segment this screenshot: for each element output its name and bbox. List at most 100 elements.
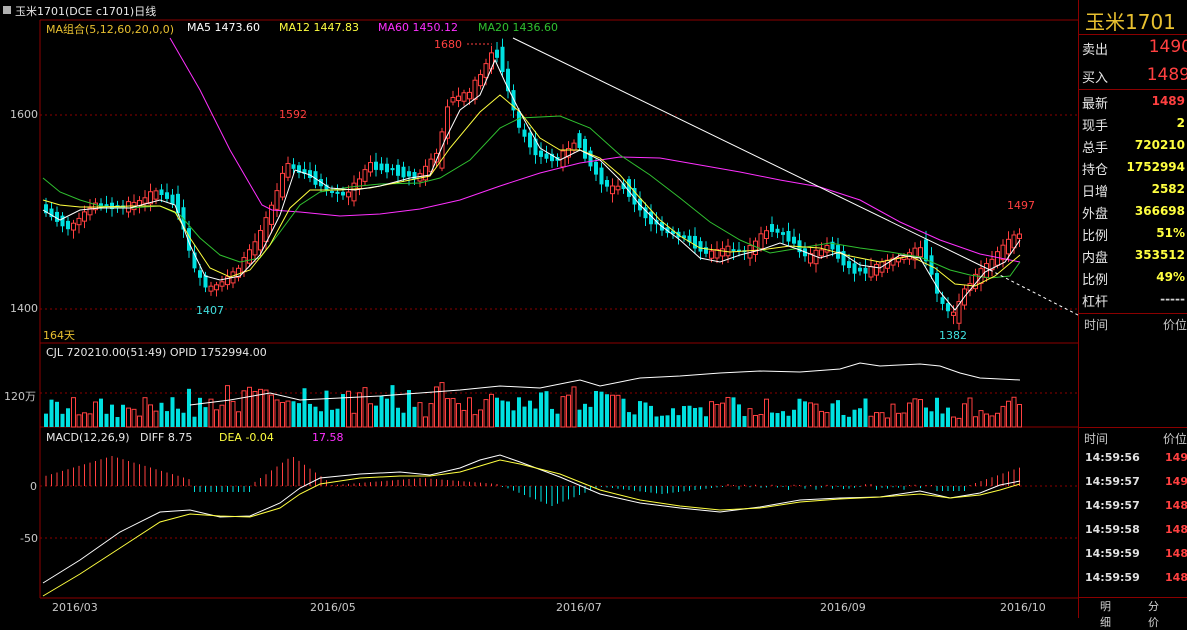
volume-bar bbox=[236, 411, 241, 428]
volume-bar bbox=[813, 403, 819, 428]
volume-bar bbox=[247, 386, 252, 428]
candle-body bbox=[434, 152, 439, 163]
candle-body bbox=[192, 252, 197, 269]
candle-body bbox=[291, 164, 296, 169]
volume-bar bbox=[978, 410, 984, 428]
macd-dea-label: DEA -0.04 bbox=[219, 431, 274, 444]
volume-bar bbox=[428, 403, 434, 428]
ma12-label: MA12 1447.83 bbox=[279, 21, 359, 34]
candle-body bbox=[341, 191, 345, 196]
volume-bar bbox=[797, 398, 802, 427]
volume-bar bbox=[362, 387, 368, 428]
candle-body bbox=[946, 303, 950, 312]
volume-bar bbox=[396, 407, 400, 427]
candle-body bbox=[583, 138, 587, 159]
quote-stat-value: ----- bbox=[1160, 292, 1185, 306]
volume-bar bbox=[417, 402, 423, 428]
volume-bar bbox=[214, 409, 219, 428]
volume-bar bbox=[901, 412, 907, 428]
quote-stat-label: 比例 bbox=[1082, 229, 1109, 244]
volume-bar bbox=[500, 400, 505, 427]
price-axis-1400: 1400 bbox=[10, 302, 38, 315]
candle-body bbox=[819, 249, 824, 257]
volume-bar bbox=[737, 404, 741, 427]
candle-body bbox=[643, 207, 648, 219]
volume-bar bbox=[401, 412, 406, 427]
volume-bar bbox=[517, 397, 521, 427]
candle-body bbox=[390, 168, 395, 171]
candle-body bbox=[385, 163, 389, 173]
tick-col-time-label: 时间 bbox=[1084, 432, 1109, 446]
volume-bar bbox=[649, 405, 653, 427]
candle-body bbox=[76, 217, 82, 226]
candle-body bbox=[737, 249, 741, 252]
volume-bar bbox=[49, 399, 54, 427]
volume-bar bbox=[621, 398, 626, 427]
volume-bar bbox=[995, 412, 1000, 428]
volume-bar bbox=[302, 388, 307, 427]
volume-bar bbox=[66, 408, 70, 427]
tick-price: 148 bbox=[1165, 547, 1187, 560]
candle-body bbox=[830, 241, 835, 250]
volume-bar bbox=[643, 402, 648, 427]
volume-bar bbox=[461, 409, 467, 428]
candle-body bbox=[297, 165, 301, 173]
volume-bar bbox=[346, 390, 351, 428]
candle-body bbox=[66, 220, 70, 230]
ma-group-label[interactable]: MA组合(5,12,60,20,0,0) bbox=[46, 23, 175, 36]
col-time-label: 时间 bbox=[1084, 318, 1109, 332]
volume-bar bbox=[654, 416, 659, 427]
tick-price: 149 bbox=[1165, 451, 1187, 464]
kline-chart-canvas[interactable] bbox=[0, 0, 1078, 618]
tick-time: 14:59:57 bbox=[1085, 499, 1140, 512]
candle-body bbox=[55, 211, 59, 222]
candle-body bbox=[153, 190, 159, 200]
candle-body bbox=[1006, 238, 1011, 255]
volume-bar bbox=[137, 415, 142, 428]
volume-bar bbox=[824, 412, 830, 428]
volume-bar bbox=[522, 406, 527, 427]
buy-row[interactable]: 买入 1489 bbox=[1079, 64, 1187, 86]
candle-body bbox=[423, 165, 428, 181]
volume-bar bbox=[731, 397, 736, 427]
price-axis-1600: 1600 bbox=[10, 108, 38, 121]
candle-body bbox=[599, 167, 604, 185]
volume-bar bbox=[412, 406, 417, 427]
candle-body bbox=[956, 301, 962, 324]
candle-body bbox=[627, 179, 631, 197]
volume-bar bbox=[374, 405, 378, 427]
quote-stat-label: 内盘 bbox=[1082, 251, 1109, 266]
volume-bar bbox=[219, 404, 225, 428]
quote-stat-row: 最新 1489 bbox=[1079, 90, 1187, 112]
candle-body bbox=[1011, 234, 1017, 249]
volume-bar bbox=[1017, 404, 1022, 428]
candle-body bbox=[285, 163, 291, 178]
sell-row[interactable]: 卖出 1490 bbox=[1079, 36, 1187, 58]
volume-bar bbox=[291, 401, 296, 427]
volume-bar bbox=[99, 398, 103, 427]
tab-detail[interactable]: 明细 bbox=[1100, 600, 1111, 629]
candle-body bbox=[176, 193, 180, 214]
volume-bar bbox=[753, 414, 758, 428]
macd-axis-zero: 0 bbox=[30, 480, 37, 493]
candle-body bbox=[489, 52, 494, 70]
quote-stat-row: 日增 2582 bbox=[1079, 178, 1187, 200]
volume-bar bbox=[511, 410, 516, 427]
candle-body bbox=[709, 250, 714, 259]
annotation-1407: 1407 bbox=[196, 304, 224, 317]
candle-body bbox=[786, 230, 791, 242]
ma5-label: MA5 1473.60 bbox=[187, 21, 260, 34]
candle-body bbox=[324, 184, 329, 190]
candle-body bbox=[522, 129, 527, 137]
dea-line bbox=[42, 459, 1021, 597]
volume-bar bbox=[583, 403, 587, 427]
volume-bar bbox=[615, 394, 621, 428]
volume-bar bbox=[704, 416, 708, 427]
candle-body bbox=[693, 235, 697, 249]
buy-label: 买入 bbox=[1082, 71, 1109, 86]
volume-bar bbox=[121, 404, 125, 427]
volume-bar bbox=[967, 397, 973, 428]
tab-price-distribution[interactable]: 分价 bbox=[1148, 600, 1159, 629]
candle-body bbox=[868, 266, 874, 278]
volume-bar bbox=[148, 404, 153, 428]
